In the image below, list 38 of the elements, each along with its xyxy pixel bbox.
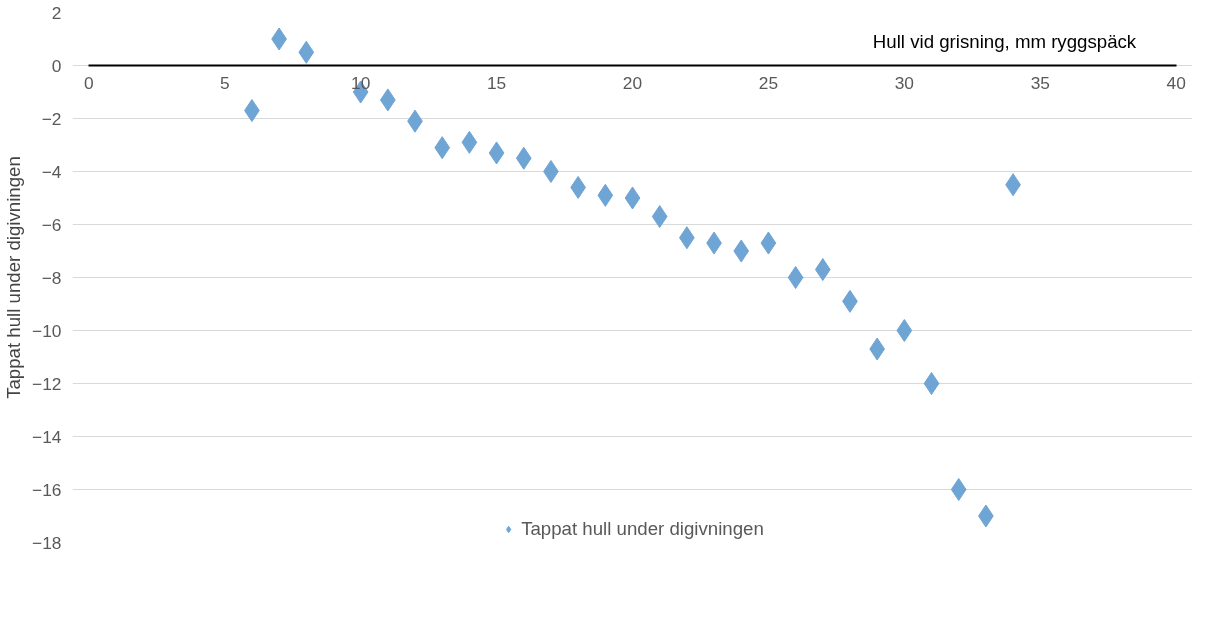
point (760, 231, 777, 255)
y-tick-label: −10 (32, 320, 62, 341)
point (461, 130, 478, 154)
point (434, 136, 451, 160)
x-tick-label: 0 (83, 72, 94, 93)
x-tick-label: 30 (894, 72, 914, 93)
x-tick-label: 15 (486, 72, 507, 93)
legend-label: Tappat hull under digivningen (521, 518, 764, 540)
point (298, 40, 315, 64)
y-tick-label: −18 (32, 532, 62, 553)
x-tick-label: 10 (351, 72, 371, 93)
point (923, 372, 940, 395)
point (733, 239, 750, 263)
y-tick-label: 2 (51, 2, 62, 23)
y-tick-label: −8 (41, 267, 62, 288)
point (488, 141, 505, 165)
y-tick-label: −16 (32, 479, 62, 500)
y-axis-title: Tappat hull under digivningen (3, 156, 25, 399)
x-axis-title: Hull vid grisning, mm ryggspäck (872, 30, 1137, 52)
x-tick-label: 20 (622, 72, 643, 93)
x-tick-label: 5 (219, 72, 230, 93)
y-tick-label: 0 (51, 55, 62, 76)
point (515, 146, 532, 170)
y-tick-label: −14 (32, 426, 62, 447)
y-tick-label: −2 (41, 108, 62, 129)
point (814, 258, 831, 282)
point (950, 478, 967, 501)
y-tick-label: −12 (32, 373, 62, 394)
x-tick-label: 35 (1030, 72, 1050, 93)
point (787, 266, 804, 289)
point (896, 319, 913, 342)
point (624, 186, 641, 210)
y-tick-label: −6 (41, 214, 62, 235)
x-tick-label: 25 (758, 72, 779, 93)
point (597, 183, 614, 207)
point (651, 205, 668, 229)
x-tick-label: 40 (1166, 72, 1186, 93)
y-tick-label: −4 (41, 161, 62, 182)
